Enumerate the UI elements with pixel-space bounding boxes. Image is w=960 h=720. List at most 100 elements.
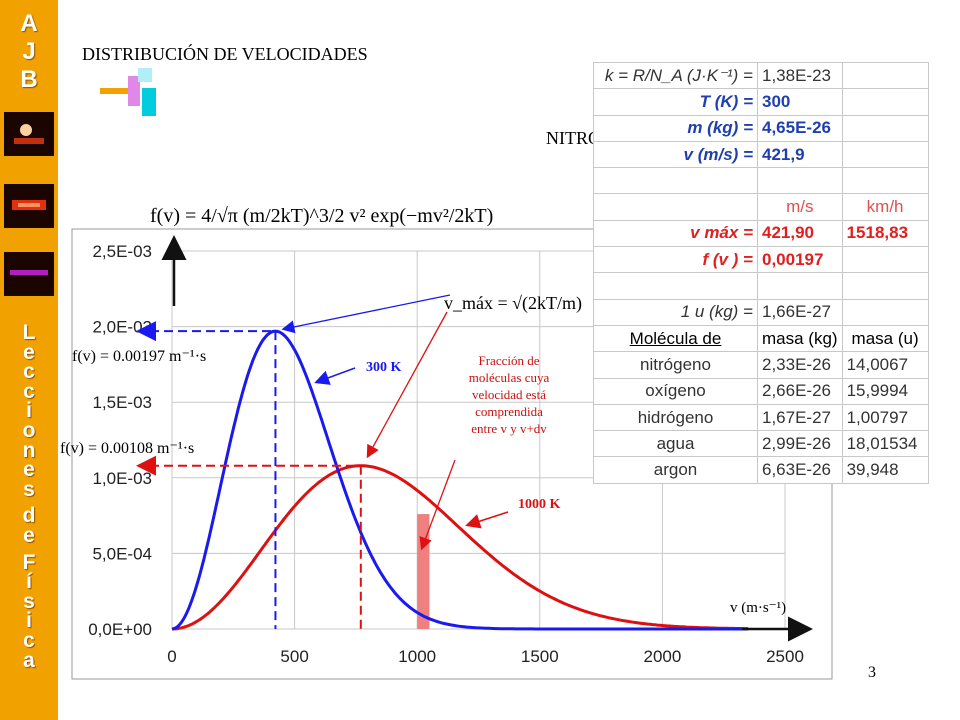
table-row: m/s km/h: [593, 193, 929, 221]
sidebar-letter: e: [23, 524, 35, 547]
table-value-cell: 2,33E-26: [757, 351, 843, 379]
table-label-cell: [593, 167, 758, 195]
table-row: 1 u (kg) = 1,66E-27: [593, 298, 929, 326]
f1000-formula: f(v) = 0.00108 m⁻¹·s: [60, 440, 194, 457]
table-value-cell: 6,63E-26: [757, 456, 843, 484]
table-value-cell: 18,01534: [841, 430, 929, 458]
fraction-note-line-5: entre v y v+dv: [471, 421, 547, 436]
fraction-note-line-4: comprendida: [475, 404, 543, 419]
sidebar-letter: a: [23, 648, 35, 672]
page-number: 3: [868, 664, 876, 681]
table-value-cell: 421,9: [757, 140, 843, 169]
sidebar-letter: c: [23, 360, 35, 384]
sidebar-letter: e: [23, 458, 35, 482]
logo-letter-j: J: [22, 38, 36, 65]
table-label-cell: [593, 272, 758, 300]
thumbnail-image-3: [4, 252, 54, 296]
sidebar-letter: s: [23, 589, 35, 613]
table-value-cell: km/h: [841, 193, 929, 221]
table-value-cell: [757, 167, 843, 195]
table-value-cell: [757, 272, 843, 300]
table-row: Molécula de masa (kg) masa (u): [593, 324, 929, 353]
table-value-cell: [841, 140, 929, 169]
sidebar-letter: c: [23, 629, 35, 652]
fraction-note: Fracción de moléculas cuya velocidad est…: [446, 352, 572, 437]
page-title: DISTRIBUCIÓN DE VELOCIDADES: [82, 44, 368, 64]
y-tick-label: 1,5E-03: [92, 393, 152, 412]
y-tick-label: 2,5E-03: [92, 242, 152, 261]
curve-300k: [171, 329, 749, 631]
table-value-cell: 2,99E-26: [757, 430, 843, 458]
label-arrow-1000k: [465, 511, 509, 529]
table-label-cell: k = R/N_A (J·K⁻¹) =: [593, 61, 758, 90]
table-row: [593, 167, 929, 195]
label-300k: 300 K: [366, 360, 402, 375]
table-value-cell: 39,948: [841, 456, 929, 484]
sidebar-letter: n: [22, 438, 36, 462]
parameters-table: k = R/N_A (J·K⁻¹) = 1,38E-23 T (K) = 300 m (…: [593, 61, 929, 484]
table-label-cell: 1 u (kg) =: [593, 298, 758, 326]
fraction-note-line-3: velocidad está: [472, 387, 546, 402]
table-label-cell: argon: [593, 456, 758, 484]
x-tick-label: 2000: [643, 647, 681, 666]
table-value-cell: 421,90: [757, 219, 843, 248]
sidebar-letter: i: [26, 609, 32, 633]
table-row: v máx = 421,90 1518,83: [593, 219, 929, 248]
sidebar-letter: e: [23, 340, 35, 364]
x-tick-label: 1000: [398, 647, 436, 666]
y-tick-label: 1,0E-03: [92, 469, 152, 488]
table-value-cell: [841, 272, 929, 300]
maxwell-formula: f(v) = 4/√π (m/2kT)^3/2 v² exp(−mv²/2kT): [150, 205, 493, 227]
sidebar-letter: d: [22, 504, 36, 528]
table-label-cell: v (m/s) =: [593, 140, 758, 169]
logo-letter-a: A: [20, 10, 38, 37]
fraction-pointer-arrow: [366, 311, 448, 459]
table-value-cell: 1,38E-23: [757, 61, 843, 90]
f300-formula: f(v) = 0.00197 m⁻¹·s: [72, 348, 206, 365]
table-label-cell: oxígeno: [593, 377, 758, 405]
table-value-cell: [841, 298, 929, 326]
table-value-cell: 1,67E-27: [757, 403, 843, 432]
table-row: hidrógeno 1,67E-27 1,00797: [593, 403, 929, 432]
table-value-cell: [841, 88, 929, 116]
table-value-cell: 14,0067: [841, 351, 929, 379]
sidebar-letter: i: [26, 399, 32, 423]
sidebar-letter: s: [23, 477, 35, 501]
vmax-formula: v_máx = √(2kT/m): [444, 293, 582, 314]
logo-letter-b: B: [20, 66, 38, 93]
table-label-cell: m (kg) =: [593, 114, 758, 142]
table-row: argon 6,63E-26 39,948: [593, 456, 929, 484]
decorative-blocks: [100, 68, 156, 116]
table-value-cell: m/s: [757, 193, 843, 221]
y-tick-label: 5,0E-04: [92, 544, 152, 563]
table-row: m (kg) = 4,65E-26: [593, 114, 929, 142]
table-value-cell: 2,66E-26: [757, 377, 843, 405]
sidebar-letter: F: [22, 550, 36, 574]
label-1000k: 1000 K: [518, 497, 561, 512]
table-row: v (m/s) = 421,9: [593, 140, 929, 169]
table-row: f (v ) = 0,00197: [593, 246, 929, 274]
table-row: [593, 272, 929, 300]
table-value-cell: masa (u): [841, 324, 929, 353]
sidebar-letter: L: [22, 321, 36, 344]
table-value-cell: 300: [757, 88, 843, 116]
table-row: nitrógeno 2,33E-26 14,0067: [593, 351, 929, 379]
x-axis-label: v (m·s⁻¹): [730, 600, 786, 616]
sidebar-letter: c: [23, 379, 35, 403]
x-tick-label: 1500: [521, 647, 559, 666]
table-label-cell: agua: [593, 430, 758, 458]
table-row: agua 2,99E-26 18,01534: [593, 430, 929, 458]
x-tick-label: 2500: [766, 647, 804, 666]
band-pointer-arrow: [419, 459, 456, 551]
table-value-cell: 15,9994: [841, 377, 929, 405]
table-row: oxígeno 2,66E-26 15,9994: [593, 377, 929, 405]
thumbnail-image-1: [4, 112, 54, 156]
sidebar-letter: í: [26, 570, 32, 594]
table-label-cell: f (v ) =: [593, 246, 758, 274]
table-value-cell: [841, 114, 929, 142]
table-row: T (K) = 300: [593, 88, 929, 116]
table-row: k = R/N_A (J·K⁻¹) = 1,38E-23: [593, 61, 929, 90]
table-label-cell: [593, 193, 758, 221]
table-value-cell: [841, 167, 929, 195]
